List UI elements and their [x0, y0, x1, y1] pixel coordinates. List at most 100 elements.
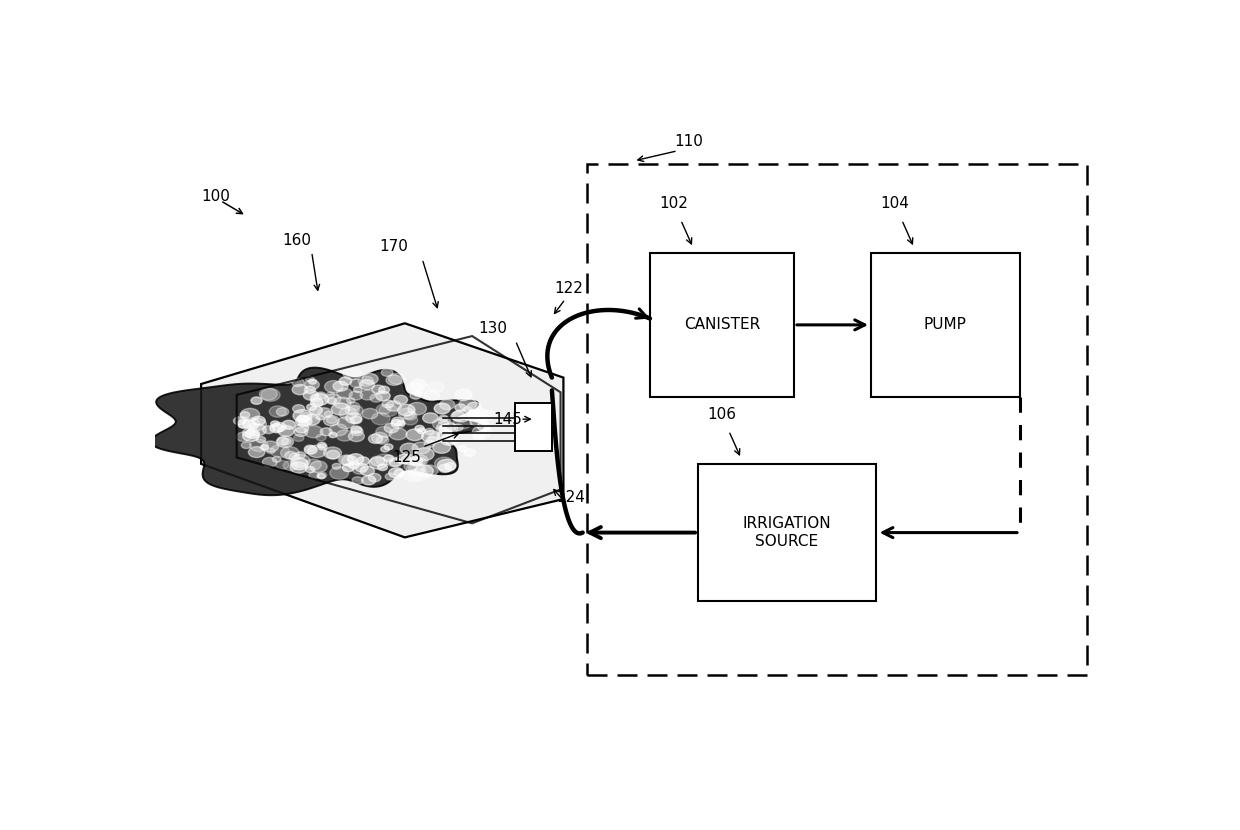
Circle shape [281, 438, 291, 445]
Circle shape [427, 437, 438, 444]
Text: 160: 160 [283, 233, 311, 248]
Circle shape [339, 455, 353, 466]
Circle shape [325, 411, 332, 417]
Circle shape [408, 457, 420, 465]
Circle shape [348, 431, 365, 442]
Circle shape [423, 413, 438, 423]
Circle shape [312, 408, 331, 420]
Circle shape [294, 435, 304, 442]
Circle shape [467, 410, 479, 418]
Circle shape [358, 376, 373, 386]
Circle shape [350, 379, 363, 388]
Circle shape [327, 398, 336, 403]
Circle shape [386, 457, 401, 466]
Circle shape [317, 408, 332, 417]
Circle shape [304, 446, 317, 454]
Circle shape [290, 462, 308, 473]
Circle shape [306, 404, 316, 410]
Circle shape [376, 454, 393, 466]
Circle shape [290, 458, 309, 470]
Circle shape [305, 386, 315, 393]
Circle shape [311, 393, 329, 405]
Circle shape [384, 444, 393, 450]
Circle shape [278, 426, 294, 437]
Circle shape [250, 397, 262, 404]
Circle shape [389, 468, 404, 478]
Circle shape [299, 418, 309, 426]
Circle shape [397, 421, 405, 426]
Circle shape [397, 454, 410, 464]
Circle shape [281, 420, 295, 429]
Circle shape [239, 417, 248, 422]
Circle shape [409, 457, 423, 466]
Text: PUMP: PUMP [924, 317, 967, 332]
Circle shape [317, 442, 326, 448]
Circle shape [262, 441, 279, 452]
Circle shape [455, 389, 472, 401]
Bar [516, 403, 552, 451]
Circle shape [360, 390, 376, 400]
Circle shape [362, 408, 378, 419]
Circle shape [378, 386, 389, 393]
Circle shape [249, 423, 258, 428]
Circle shape [317, 472, 326, 478]
Text: 102: 102 [660, 197, 688, 212]
Circle shape [410, 379, 427, 389]
Circle shape [278, 437, 289, 445]
Circle shape [285, 452, 296, 459]
Circle shape [433, 442, 450, 453]
Circle shape [311, 398, 324, 407]
Circle shape [241, 408, 259, 421]
Polygon shape [201, 323, 563, 537]
Circle shape [376, 427, 392, 437]
Circle shape [305, 459, 321, 470]
Circle shape [334, 398, 351, 408]
Circle shape [334, 381, 348, 391]
Text: 125: 125 [392, 450, 422, 465]
Circle shape [414, 391, 423, 397]
Text: 145: 145 [494, 412, 522, 427]
Circle shape [263, 457, 277, 467]
Circle shape [383, 455, 393, 461]
Circle shape [319, 444, 327, 450]
Circle shape [237, 432, 250, 442]
Circle shape [477, 422, 490, 431]
Circle shape [376, 391, 391, 401]
Circle shape [357, 457, 370, 466]
Text: IRRIGATION
SOURCE: IRRIGATION SOURCE [743, 516, 831, 549]
Text: 122: 122 [554, 281, 584, 296]
Circle shape [351, 416, 362, 424]
Circle shape [398, 404, 415, 416]
Circle shape [398, 408, 415, 419]
Circle shape [257, 437, 265, 442]
Circle shape [362, 374, 378, 384]
Circle shape [438, 417, 450, 425]
Circle shape [378, 464, 388, 471]
Circle shape [252, 416, 265, 425]
Circle shape [429, 382, 444, 393]
Circle shape [277, 408, 289, 416]
Circle shape [392, 419, 404, 428]
Circle shape [295, 452, 305, 458]
Circle shape [347, 398, 355, 403]
Circle shape [332, 463, 341, 469]
Circle shape [243, 431, 259, 442]
Circle shape [336, 430, 353, 441]
Circle shape [293, 384, 308, 395]
Circle shape [391, 420, 401, 427]
Circle shape [280, 447, 299, 459]
Circle shape [475, 411, 490, 422]
Circle shape [326, 417, 336, 423]
Circle shape [382, 369, 393, 376]
Circle shape [429, 433, 444, 443]
Circle shape [304, 414, 320, 425]
Circle shape [337, 417, 355, 428]
Circle shape [434, 403, 450, 414]
Circle shape [440, 434, 458, 446]
Circle shape [459, 398, 476, 410]
Circle shape [415, 425, 424, 432]
Circle shape [424, 428, 434, 435]
Circle shape [242, 420, 255, 429]
Circle shape [389, 458, 402, 466]
Circle shape [352, 465, 366, 474]
